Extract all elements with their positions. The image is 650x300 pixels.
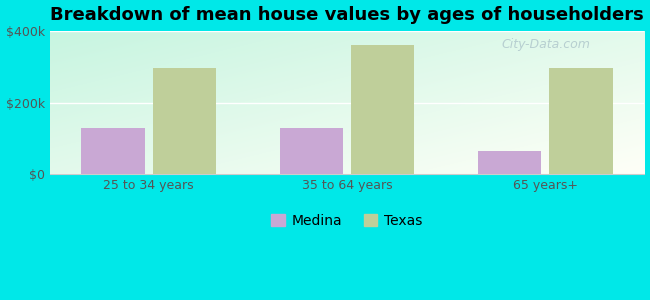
Bar [478, 151, 541, 174]
Title: Breakdown of mean house values by ages of householders: Breakdown of mean house values by ages o… [50, 6, 644, 24]
Bar [153, 68, 216, 174]
Bar [81, 128, 145, 174]
Bar [549, 68, 613, 174]
Legend: Medina, Texas: Medina, Texas [271, 214, 422, 228]
Bar [280, 128, 343, 174]
Bar [351, 45, 415, 174]
Text: City-Data.com: City-Data.com [502, 38, 591, 51]
